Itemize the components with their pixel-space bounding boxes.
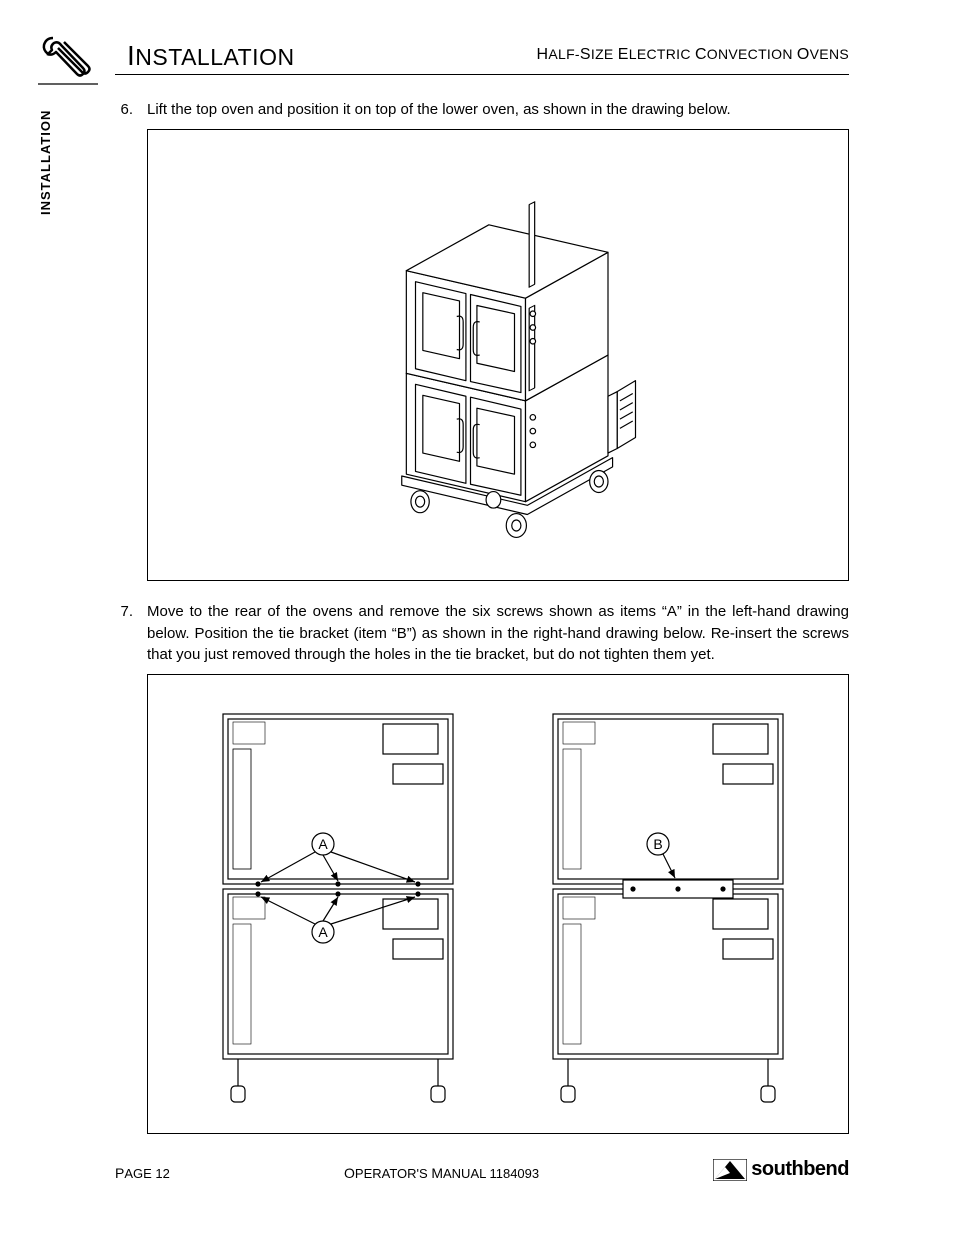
- brand-logo: southbend: [713, 1158, 849, 1181]
- page-footer: PAGE 12 OPERATOR'S MANUAL 1184093 southb…: [115, 1158, 849, 1181]
- step-text: Lift the top oven and position it on top…: [147, 99, 849, 121]
- svg-text:A: A: [318, 836, 328, 852]
- svg-text:A: A: [318, 924, 328, 940]
- section-title: INSTALLATION: [127, 40, 295, 72]
- page-header: INSTALLATION HALF-SIZE ELECTRIC CONVECTI…: [115, 40, 849, 75]
- wrench-icon: [38, 30, 98, 85]
- logo-icon: [713, 1159, 747, 1181]
- figure-stacked-ovens-iso: [147, 129, 849, 581]
- figure-rear-views: A A: [147, 674, 849, 1134]
- brand-name: southbend: [751, 1158, 849, 1181]
- section-title-text: NSTALLATION: [135, 44, 294, 70]
- step-number: 6.: [115, 99, 147, 121]
- manual-reference: OPERATOR'S MANUAL 1184093: [344, 1165, 539, 1181]
- rear-view-b: B: [513, 694, 813, 1114]
- step-text: Move to the rear of the ovens and remove…: [147, 601, 849, 666]
- page-number: PAGE 12: [115, 1165, 170, 1181]
- rear-view-a: A A: [183, 694, 483, 1114]
- instruction-step: 7. Move to the rear of the ovens and rem…: [115, 601, 849, 666]
- side-tab-label: INSTALLATION: [38, 110, 53, 215]
- oven-isometric-drawing: [333, 155, 663, 555]
- svg-text:B: B: [653, 836, 662, 852]
- document-subtitle: HALF-SIZE ELECTRIC CONVECTION OVENS: [537, 40, 850, 64]
- step-number: 7.: [115, 601, 147, 666]
- instruction-step: 6. Lift the top oven and position it on …: [115, 99, 849, 121]
